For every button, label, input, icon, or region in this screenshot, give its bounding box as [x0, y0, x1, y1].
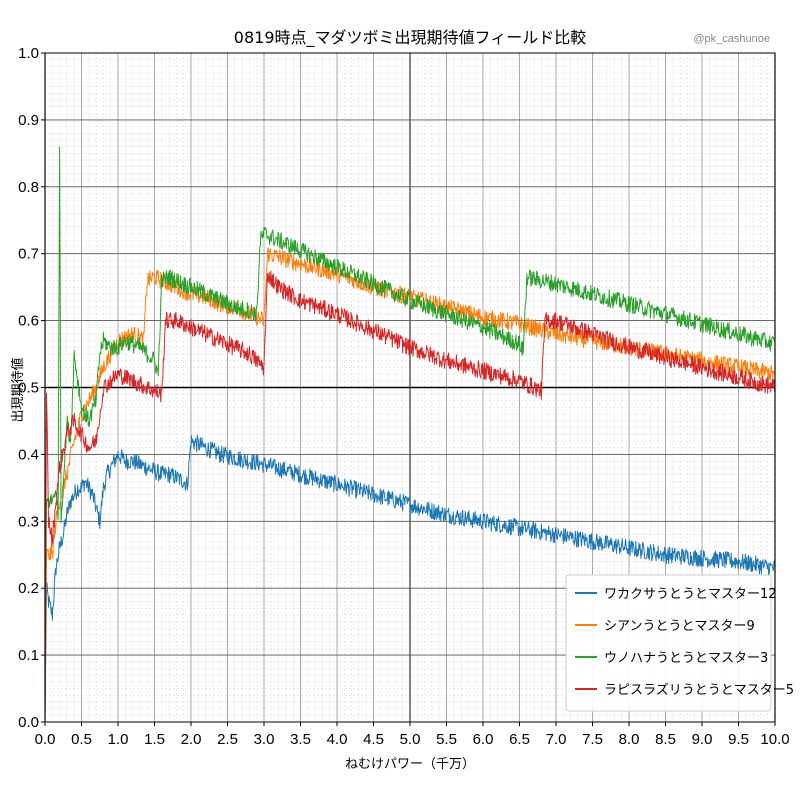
x-tick-label: 3.0: [254, 731, 275, 748]
x-tick-label: 4.0: [327, 731, 348, 748]
y-tick-label: 0.0: [18, 714, 39, 731]
y-tick-label: 0.4: [18, 446, 39, 463]
x-tick-label: 0.0: [35, 731, 56, 748]
series-line-1: [44, 434, 776, 723]
x-tick-label: 7.5: [582, 731, 603, 748]
x-tick-label: 8.0: [619, 731, 640, 748]
y-tick-label: 1.0: [18, 45, 39, 62]
y-axis-title: 出現期待値: [10, 357, 26, 422]
legend-label-4: ラピスラズリうとうとマスター5: [604, 682, 794, 698]
x-tick-label: 3.5: [290, 731, 311, 748]
x-tick-label: 7.0: [546, 731, 567, 748]
x-tick-label: 2.5: [217, 731, 238, 748]
x-tick-label: 9.5: [728, 731, 749, 748]
x-tick-label: 1.0: [108, 731, 129, 748]
y-tick-label: 0.8: [18, 179, 39, 196]
x-tick-label: 6.5: [509, 731, 530, 748]
x-tick-label: 1.5: [144, 731, 165, 748]
y-axis-ticks: 0.0 0.1 0.2 0.3 0.4 0.5 0.6 0.7 0.8 0.9 1.0: [18, 45, 45, 731]
y-tick-label: 0.5: [18, 380, 39, 397]
x-tick-label: 10.0: [760, 731, 789, 748]
y-tick-label: 0.6: [18, 313, 39, 330]
legend-label-1: ワカクサうとうとマスター12: [604, 587, 777, 602]
x-tick-label: 9.0: [692, 731, 713, 748]
series-line-4: [44, 270, 776, 723]
chart-title: 0819時点_マダツボミ出現期待値フィールド比較: [234, 28, 586, 48]
x-tick-label: 4.5: [363, 731, 384, 748]
series-lines: [44, 146, 776, 723]
x-tick-label: 0.5: [71, 731, 92, 748]
x-axis-title: ねむけパワー（千万）: [345, 757, 475, 772]
x-tick-label: 5.5: [436, 731, 457, 748]
x-axis-ticks: 0.0 0.5 1.0 1.5 2.0 2.5 3.0 3.5 4.0 4.5 5.0 5.5 6.0 6…: [35, 722, 790, 748]
x-tick-label: 8.5: [655, 731, 676, 748]
y-tick-label: 0.3: [18, 513, 39, 530]
legend-label-2: シアンうとうとマスター9: [604, 619, 755, 634]
x-tick-label: 5.0: [400, 731, 421, 748]
legend: ワカクサうとうとマスター12 シアンうとうとマスター9 ウノハナうとうとマスター3 ラ…: [565, 574, 794, 712]
watermark: @pk_cashunoe: [693, 33, 770, 45]
legend-box: [565, 574, 772, 712]
y-tick-label: 0.7: [18, 246, 39, 263]
y-tick-label: 0.2: [18, 580, 39, 597]
x-tick-label: 2.0: [181, 731, 202, 748]
legend-label-3: ウノハナうとうとマスター3: [604, 651, 768, 666]
y-tick-label: 0.9: [18, 112, 39, 129]
series-line-3: [44, 146, 776, 723]
x-tick-label: 6.0: [473, 731, 494, 748]
y-tick-label: 0.1: [18, 647, 39, 664]
